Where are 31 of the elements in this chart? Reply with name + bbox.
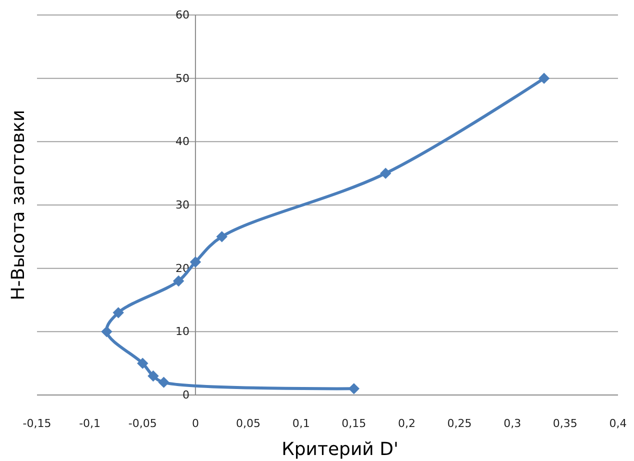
point (216, 231, 228, 242)
y-tick-label: 30 (175, 198, 190, 212)
x-tick-label: 0,1 (292, 417, 310, 430)
point (158, 376, 170, 388)
x-tick-label: -0,05 (128, 417, 157, 430)
point (112, 307, 124, 318)
point (348, 383, 360, 394)
x-tick-label: 0,35 (552, 417, 578, 430)
point (190, 256, 202, 268)
point (538, 72, 550, 84)
point (101, 326, 112, 338)
x-tick-label: 0,3 (504, 417, 522, 430)
y-tick-label: 50 (175, 72, 190, 85)
y-tick-label: 0 (182, 388, 190, 402)
y-axis-title: H-Высота заготовки (8, 110, 29, 300)
x-tick-label: 0,2 (398, 417, 416, 430)
x-tick-label: 0 (192, 417, 199, 430)
y-tick-label: 60 (175, 8, 190, 22)
x-tick-label: -0,15 (22, 417, 52, 430)
point (172, 275, 184, 287)
x-tick-label: 0,15 (342, 417, 366, 430)
x-tick-label: 0,05 (236, 417, 261, 430)
y-tick-label: 40 (175, 135, 190, 148)
point (380, 168, 392, 179)
x-tick-label: 0,4 (609, 417, 627, 430)
point (148, 370, 159, 382)
x-tick-label: -0,1 (79, 417, 101, 430)
x-axis-title: Критерий D' (282, 439, 398, 460)
x-tick-label: 0,25 (447, 417, 472, 430)
y-tick-label: 10 (175, 325, 190, 338)
point (137, 358, 148, 369)
